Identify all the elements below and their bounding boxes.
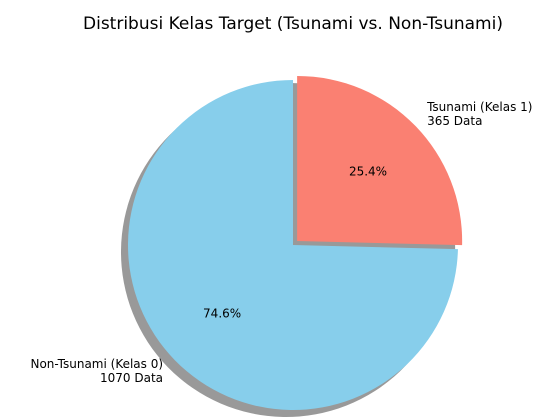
slice bbox=[297, 75, 463, 246]
slice bbox=[128, 80, 458, 410]
pie-layer: 74.6% Non-Tsunami (Kelas 0)1070 Data 25.4%… bbox=[30, 75, 532, 410]
slice-label: 365 Data bbox=[427, 114, 482, 128]
slice-label: Tsunami (Kelas 1) bbox=[426, 100, 532, 114]
value-label: 25.4% bbox=[349, 164, 387, 178]
chart-title: Distribusi Kelas Target (Tsunami vs. Non… bbox=[83, 14, 503, 34]
value-label: 74.6% bbox=[203, 307, 241, 321]
slice-label: 1070 Data bbox=[100, 371, 163, 385]
slice-label: Non-Tsunami (Kelas 0) bbox=[30, 357, 163, 371]
